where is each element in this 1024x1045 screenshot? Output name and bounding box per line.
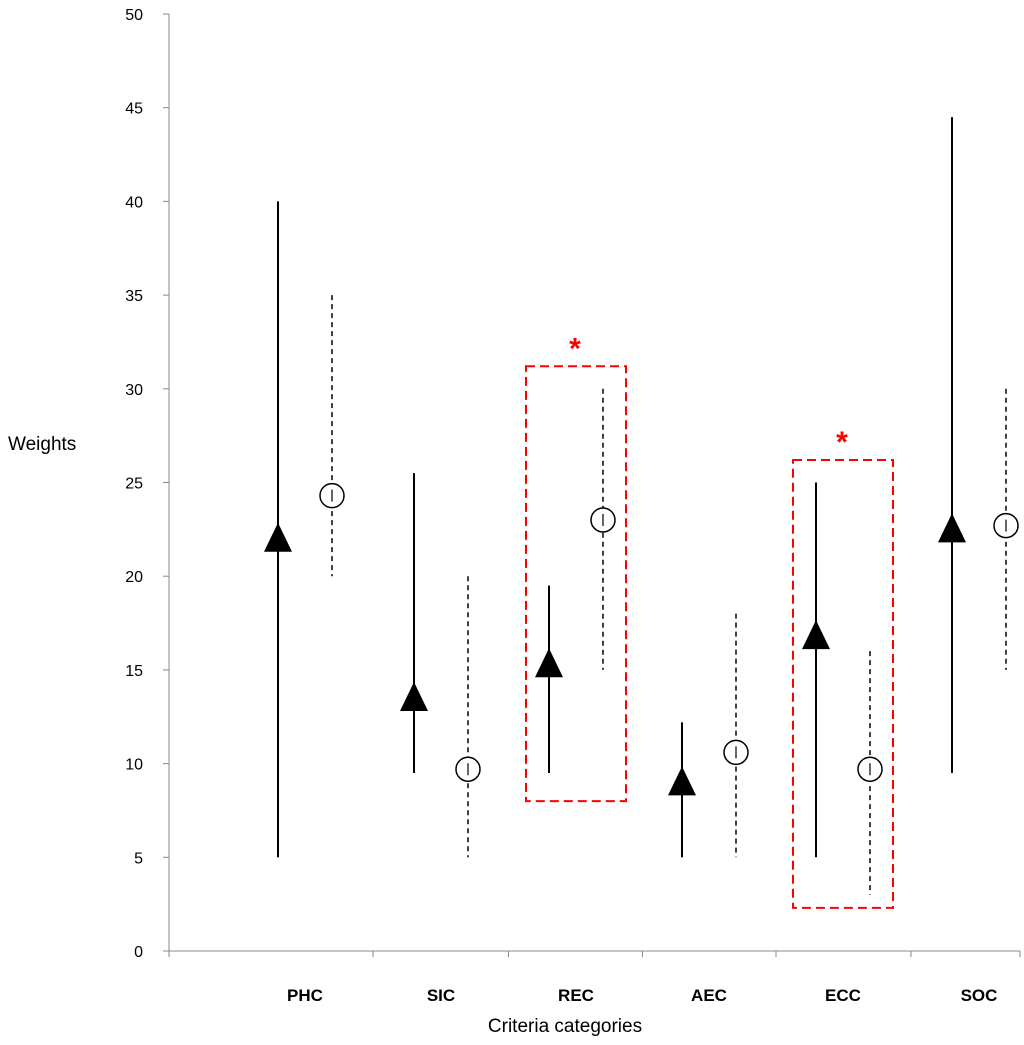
category-label: SOC [961, 986, 998, 1005]
category-labels: PHC SIC REC AEC ECC SOC [168, 951, 1021, 1005]
triangle-marker [400, 682, 428, 712]
x-axis-label: Criteria categories [488, 1016, 642, 1037]
y-tick-label: 40 [125, 194, 143, 211]
y-tick-label: 0 [134, 944, 143, 961]
category-label: REC [558, 986, 594, 1005]
significance-asterisk: * [569, 332, 581, 365]
category-label: SIC [427, 986, 455, 1005]
y-tick-label: 45 [125, 101, 143, 118]
data-marks [264, 117, 1019, 895]
highlight-box [525, 365, 627, 803]
y-tick-label: 50 [125, 7, 143, 24]
category-label: PHC [287, 986, 323, 1005]
y-tick-label: 10 [125, 757, 143, 774]
y-ticks: 0 5 10 15 20 25 30 35 40 45 50 [125, 7, 169, 961]
y-tick-label: 25 [125, 476, 143, 493]
y-tick-label: 20 [125, 569, 143, 586]
triangle-marker [535, 648, 563, 678]
highlight-box [792, 459, 894, 909]
significance-asterisk: * [836, 426, 848, 459]
category-label: ECC [825, 986, 861, 1005]
triangle-marker [264, 522, 292, 552]
triangle-marker [938, 513, 966, 543]
triangle-marker [802, 620, 830, 650]
triangle-marker [668, 766, 696, 796]
y-tick-label: 15 [125, 663, 143, 680]
y-tick-label: 5 [134, 850, 143, 867]
y-axis-label: Weights [8, 434, 76, 455]
y-tick-label: 30 [125, 382, 143, 399]
category-label: AEC [691, 986, 727, 1005]
y-tick-label: 35 [125, 288, 143, 305]
highlight-boxes: ** [525, 332, 894, 909]
